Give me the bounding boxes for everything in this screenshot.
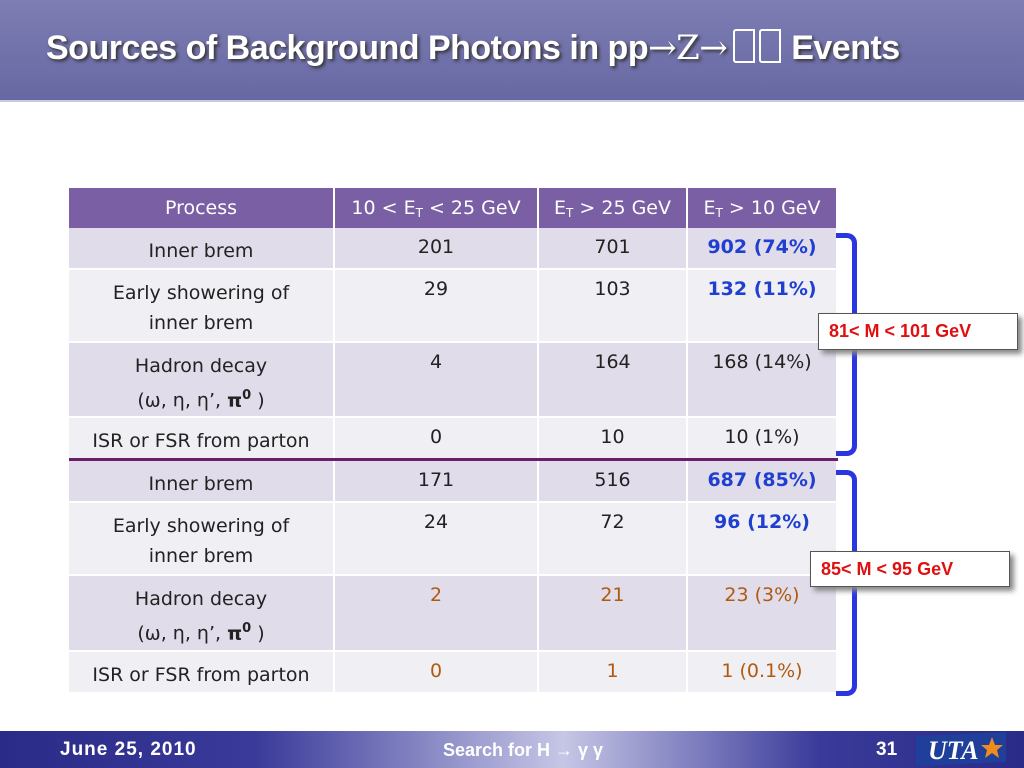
process-cell: Inner brem (69, 228, 335, 270)
slide-title: Sources of Background Photons in pp→Z→ Ev… (46, 28, 1006, 68)
total-cell: 10 (1%) (687, 417, 838, 461)
table-header-row: Process 10 < ET < 25 GeV ET > 25 GeV ET … (69, 188, 838, 228)
process-line: ) (251, 389, 265, 412)
pi-symbol: π (227, 622, 243, 645)
total-cell: 902 (74%) (687, 228, 838, 270)
pi-symbol: π (227, 389, 243, 412)
header-text: E (554, 196, 567, 219)
total-cell: 132 (11%) (687, 269, 838, 343)
mass-window-upper-callout: 81< M < 101 GeV (818, 313, 1018, 350)
process-cell: Hadron decay (ω, η, η’, π0 ) (69, 575, 335, 652)
title-z: Z (676, 28, 700, 68)
value-cell: 10 (538, 417, 688, 461)
uta-logo: UTA (916, 732, 1006, 766)
table-row: Hadron decay (ω, η, η’, π0 ) 2 21 23 (3%) (69, 575, 838, 652)
arrow-icon: → (699, 28, 728, 68)
value-cell: 164 (538, 342, 688, 419)
process-line: inner brem (148, 312, 254, 334)
header-text: 10 < E (351, 196, 416, 219)
process-line: (ω, η, η’, (137, 622, 228, 645)
process-line: Early showering of (112, 282, 290, 304)
process-line: ) (251, 622, 265, 645)
total-cell: 687 (85%) (687, 458, 838, 504)
table-row: Inner brem 201 701 902 (74%) (69, 228, 838, 270)
arrow-icon: → (648, 28, 677, 68)
page-number: 31 (876, 739, 898, 760)
col-process: Process (69, 188, 335, 228)
table-row: Inner brem 171 516 687 (85%) (69, 458, 838, 504)
col-et-gt-25: ET > 25 GeV (538, 188, 688, 228)
col-et-10-25: 10 < ET < 25 GeV (334, 188, 539, 228)
process-cell: Early showering of inner brem (69, 502, 335, 577)
footer-bar: June 25, 2010 Search for H → γ γ 31 (0, 731, 1024, 768)
title-text: Sources of Background Photons in pp (46, 29, 649, 67)
value-cell: 21 (538, 575, 688, 652)
process-cell: Inner brem (69, 458, 335, 504)
header-sub: T (715, 205, 723, 220)
missing-glyph-icon (733, 29, 785, 68)
title-events: Events (791, 29, 900, 67)
value-cell: 201 (334, 228, 539, 270)
value-cell: 103 (538, 269, 688, 343)
table-row: ISR or FSR from parton 0 1 1 (0.1%) (69, 650, 838, 694)
total-cell: 168 (14%) (687, 342, 838, 419)
process-line: Hadron decay (134, 588, 268, 611)
header-sub: T (415, 205, 423, 220)
table-row: Hadron decay (ω, η, η’, π0 ) 4 164 168 (1… (69, 342, 838, 419)
title-bar: Sources of Background Photons in pp→Z→ Ev… (0, 0, 1024, 102)
footer-talk-title: Search for H → γ γ (443, 740, 604, 760)
mass-window-lower-callout: 85< M < 95 GeV (810, 551, 1010, 587)
process-line: Hadron decay (134, 355, 268, 377)
process-line: (ω, η, η’, (137, 389, 228, 412)
process-cell: Early showering of inner brem (69, 269, 335, 343)
value-cell: 4 (334, 342, 539, 419)
process-cell: Hadron decay (ω, η, η’, π0 ) (69, 342, 335, 419)
value-cell: 0 (334, 417, 539, 461)
header-text: < 25 GeV (422, 196, 521, 219)
logo-text: UTA (928, 736, 979, 765)
table-row: Early showering of inner brem 29 103 132 … (69, 269, 838, 343)
pi-superscript: 0 (242, 388, 252, 403)
value-cell: 0 (334, 650, 539, 694)
process-line: inner brem (148, 545, 254, 568)
callout-text: 85< M < 95 GeV (821, 559, 954, 579)
process-cell: ISR or FSR from parton (69, 650, 335, 694)
callout-text: 81< M < 101 GeV (829, 321, 972, 341)
header-text: > 10 GeV (722, 196, 821, 219)
col-et-gt-10: ET > 10 GeV (687, 188, 838, 228)
value-cell: 72 (538, 502, 688, 577)
pi-superscript: 0 (242, 621, 252, 637)
value-cell: 171 (334, 458, 539, 504)
process-line: Early showering of (112, 515, 290, 538)
background-photon-table: Process 10 < ET < 25 GeV ET > 25 GeV ET … (69, 188, 838, 694)
value-cell: 701 (538, 228, 688, 270)
header-sub: T (566, 205, 574, 220)
value-cell: 2 (334, 575, 539, 652)
header-text: E (703, 196, 716, 219)
total-cell: 23 (3%) (687, 575, 838, 652)
value-cell: 29 (334, 269, 539, 343)
header-text: > 25 GeV (573, 196, 671, 219)
table-row: Early showering of inner brem 24 72 96 (1… (69, 502, 838, 577)
value-cell: 24 (334, 502, 539, 577)
value-cell: 1 (538, 650, 688, 694)
total-cell: 1 (0.1%) (687, 650, 838, 694)
footer-date: June 25, 2010 (60, 739, 197, 760)
value-cell: 516 (538, 458, 688, 504)
table-row: ISR or FSR from parton 0 10 10 (1%) (69, 417, 838, 461)
process-cell: ISR or FSR from parton (69, 417, 335, 461)
